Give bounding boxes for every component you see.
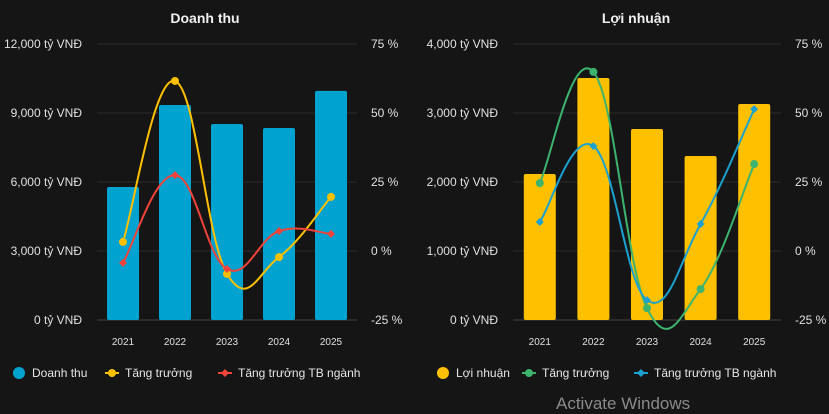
legend-label[interactable]: Lợi nhuận xyxy=(456,366,510,380)
bar xyxy=(107,187,139,320)
bar xyxy=(523,173,556,320)
left-axis-tick: 3,000 tỷ VNĐ xyxy=(11,244,83,258)
data-point xyxy=(327,229,335,238)
bar xyxy=(315,90,347,320)
bar xyxy=(684,155,717,320)
data-point xyxy=(696,219,705,228)
x-axis-tick: 2024 xyxy=(689,337,712,348)
bar xyxy=(159,104,191,320)
legend-marker xyxy=(525,369,533,377)
legend-label[interactable]: Tăng trưởng xyxy=(125,366,192,380)
activate-windows-watermark: Activate Windows xyxy=(556,394,691,413)
left-axis-tick: 0 tỷ VNĐ xyxy=(34,313,82,327)
right-axis-tick: 75 % xyxy=(371,37,399,51)
left-axis-tick: 6,000 tỷ VNĐ xyxy=(11,175,83,189)
right-axis-tick: 0 % xyxy=(795,244,816,258)
legend-marker xyxy=(108,369,116,377)
legend-marker xyxy=(437,367,449,379)
data-point xyxy=(696,285,705,294)
data-point xyxy=(589,67,598,76)
left-axis-tick: 12,000 tỷ VNĐ xyxy=(4,37,82,51)
data-point xyxy=(750,160,759,169)
chart-title: Doanh thu xyxy=(170,10,239,26)
legend-label[interactable]: Tăng trưởng TB ngành xyxy=(238,366,360,380)
x-axis-tick: 2023 xyxy=(216,337,239,348)
data-point xyxy=(589,142,598,151)
data-point xyxy=(171,76,179,85)
series-line xyxy=(538,67,756,330)
series-line xyxy=(122,79,332,290)
legend-marker xyxy=(13,367,25,379)
right-axis-tick: 75 % xyxy=(795,37,823,51)
right-axis-tick: 0 % xyxy=(371,244,392,258)
x-axis-tick: 2025 xyxy=(320,337,343,348)
chart-title: Lợi nhuận xyxy=(602,10,670,26)
x-axis-tick: 2024 xyxy=(268,337,291,348)
data-point xyxy=(643,296,651,305)
right-axis-tick: -25 % xyxy=(795,313,827,327)
x-axis-tick: 2022 xyxy=(582,337,605,348)
x-axis-tick: 2022 xyxy=(164,337,187,348)
data-point xyxy=(643,304,651,313)
legend-label[interactable]: Tăng trưởng xyxy=(542,366,609,380)
chart-0: Doanh thu 0 tỷ VNĐ -25 % 3,000 tỷ VNĐ 0 % 6,0… xyxy=(4,10,403,380)
legend-marker xyxy=(637,369,645,377)
x-axis-tick: 2021 xyxy=(529,337,552,348)
right-axis-tick: 50 % xyxy=(371,106,399,120)
legend-label[interactable]: Tăng trưởng TB ngành xyxy=(654,366,776,380)
data-point xyxy=(223,264,231,273)
right-axis-tick: 25 % xyxy=(795,175,823,189)
chart-1: Lợi nhuận 0 tỷ VNĐ -25 % 1,000 tỷ VNĐ 0 % 2,0… xyxy=(427,10,827,380)
left-axis-tick: 9,000 tỷ VNĐ xyxy=(11,106,83,120)
right-axis-tick: 50 % xyxy=(795,106,823,120)
bar xyxy=(631,129,663,320)
right-axis-tick: -25 % xyxy=(371,313,403,327)
data-point xyxy=(223,269,231,278)
legend-marker xyxy=(221,369,229,377)
left-axis-tick: 0 tỷ VNĐ xyxy=(450,313,498,327)
data-point xyxy=(535,179,544,188)
data-point xyxy=(750,105,759,114)
right-axis-tick: 25 % xyxy=(371,175,399,189)
data-point xyxy=(327,192,335,201)
data-point xyxy=(275,227,283,236)
x-axis-tick: 2023 xyxy=(636,337,659,348)
data-point xyxy=(535,218,544,227)
data-point xyxy=(119,237,127,246)
left-axis-tick: 4,000 tỷ VNĐ xyxy=(427,37,499,51)
series-line xyxy=(122,174,332,272)
legend-label[interactable]: Doanh thu xyxy=(32,366,87,380)
bar xyxy=(577,78,610,320)
bar xyxy=(211,124,243,320)
bar xyxy=(738,104,771,320)
data-point xyxy=(171,171,179,180)
left-axis-tick: 1,000 tỷ VNĐ xyxy=(427,244,499,258)
x-axis-tick: 2021 xyxy=(112,337,135,348)
left-axis-tick: 2,000 tỷ VNĐ xyxy=(427,175,499,189)
data-point xyxy=(275,253,283,262)
left-axis-tick: 3,000 tỷ VNĐ xyxy=(427,106,499,120)
x-axis-tick: 2025 xyxy=(743,337,766,348)
bar xyxy=(263,127,295,320)
data-point xyxy=(119,258,127,267)
